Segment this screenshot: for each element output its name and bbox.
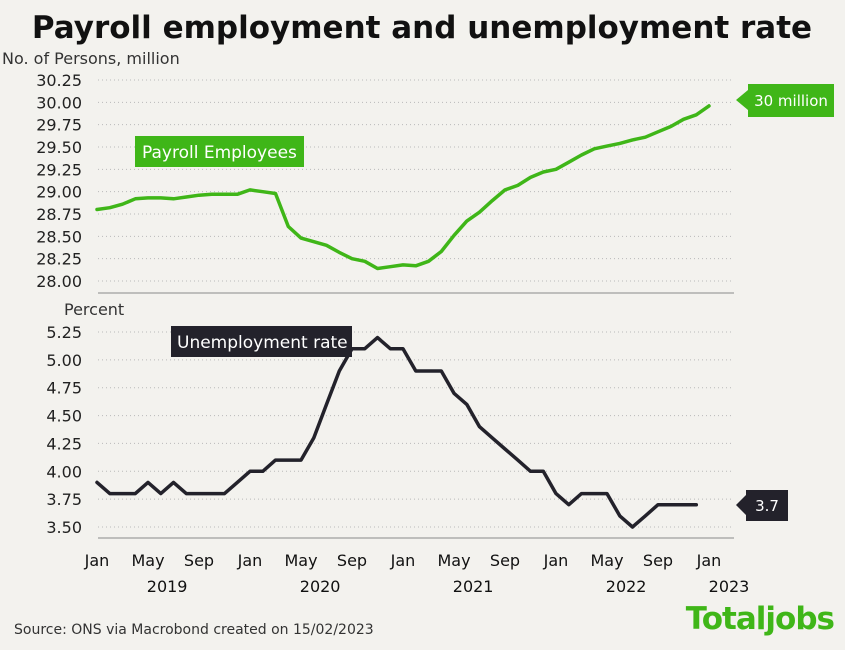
- payroll-y-tick-label: 29.25: [36, 160, 82, 179]
- x-year-label: 2022: [606, 577, 647, 596]
- payroll-y-tick-label: 29.00: [36, 183, 82, 202]
- x-axis-labels: Jan May Sep Jan May Sep Jan May Sep Jan May Sep Jan 2…: [84, 551, 750, 596]
- unemployment-y-tick-label: 3.50: [46, 518, 82, 537]
- payroll-y-tick-label: 28.75: [36, 205, 82, 224]
- unemployment-y-tick-label: 5.25: [46, 323, 82, 342]
- unemployment-end-label: 3.7: [736, 490, 788, 521]
- unemployment-gridlines: [98, 331, 734, 528]
- payroll-y-tick-label: 30.25: [36, 71, 82, 90]
- x-year-label: 2021: [453, 577, 494, 596]
- unemployment-legend-text: Unemployment rate: [177, 333, 348, 353]
- payroll-y-tick-label: 28.25: [36, 250, 82, 269]
- unemployment-y-tick-label: 4.50: [46, 407, 82, 426]
- source-note: Source: ONS via Macrobond created on 15/…: [14, 622, 374, 638]
- payroll-gridlines: [98, 79, 734, 282]
- unemployment-y-tick-label: 3.75: [46, 490, 82, 509]
- payroll-legend-text: Payroll Employees: [142, 143, 297, 163]
- chart-title: Payroll employment and unemployment rate: [32, 10, 812, 46]
- payroll-end-label: 30 million: [736, 84, 834, 117]
- bottom-ylabel: Percent: [64, 300, 124, 319]
- totaljobs-logo: Totaljobs: [686, 601, 834, 637]
- payroll-y-tick-label: 29.75: [36, 116, 82, 135]
- x-month-label: Jan: [696, 551, 722, 570]
- unemployment-legend-box: [171, 326, 352, 357]
- top-ylabel: No. of Persons, million: [2, 49, 180, 68]
- x-month-label: Sep: [490, 551, 520, 570]
- x-year-label: 2020: [300, 577, 341, 596]
- payroll-y-tick-label: 28.50: [36, 227, 82, 246]
- payroll-y-tick-label: 28.00: [36, 272, 82, 291]
- unemployment-series: [95, 335, 699, 529]
- unemployment-line: [95, 335, 699, 529]
- unemployment-y-tick-label: 4.25: [46, 434, 82, 453]
- payroll-line: [95, 104, 711, 271]
- unemployment-y-tick-label: 4.00: [46, 462, 82, 481]
- payroll-end-label-text: 30 million: [754, 92, 828, 110]
- x-month-label: Sep: [337, 551, 367, 570]
- unemployment-legend-label: Unemployment rate: [171, 326, 352, 357]
- unemployment-y-tick-labels: 5.25 5.00 4.75 4.50 4.25 4.00 3.75 3.50: [46, 323, 82, 537]
- payroll-legend-box: [135, 136, 304, 167]
- unemployment-y-tick-label: 4.75: [46, 379, 82, 398]
- x-month-label: May: [131, 551, 164, 570]
- x-month-label: Jan: [390, 551, 416, 570]
- x-month-label: Jan: [237, 551, 263, 570]
- unemployment-end-label-text: 3.7: [755, 497, 779, 515]
- x-month-label: May: [284, 551, 317, 570]
- payroll-y-tick-label: 30.00: [36, 93, 82, 112]
- unemployment-y-tick-label: 5.00: [46, 351, 82, 370]
- x-month-label: Jan: [84, 551, 110, 570]
- payroll-series: [95, 104, 711, 271]
- payroll-y-tick-labels: 30.25 30.00 29.75 29.50 29.25 29.00 28.75 28.50…: [36, 71, 82, 291]
- x-month-label: Jan: [543, 551, 569, 570]
- x-month-label: Sep: [184, 551, 214, 570]
- x-month-label: May: [590, 551, 623, 570]
- x-year-label: 2019: [147, 577, 188, 596]
- payroll-y-tick-label: 29.50: [36, 138, 82, 157]
- x-year-label: 2023: [709, 577, 750, 596]
- payroll-end-label-box: [736, 84, 834, 117]
- payroll-legend-label: Payroll Employees: [135, 136, 304, 167]
- x-month-label: May: [437, 551, 470, 570]
- x-month-label: Sep: [643, 551, 673, 570]
- unemployment-end-label-box: [736, 490, 788, 521]
